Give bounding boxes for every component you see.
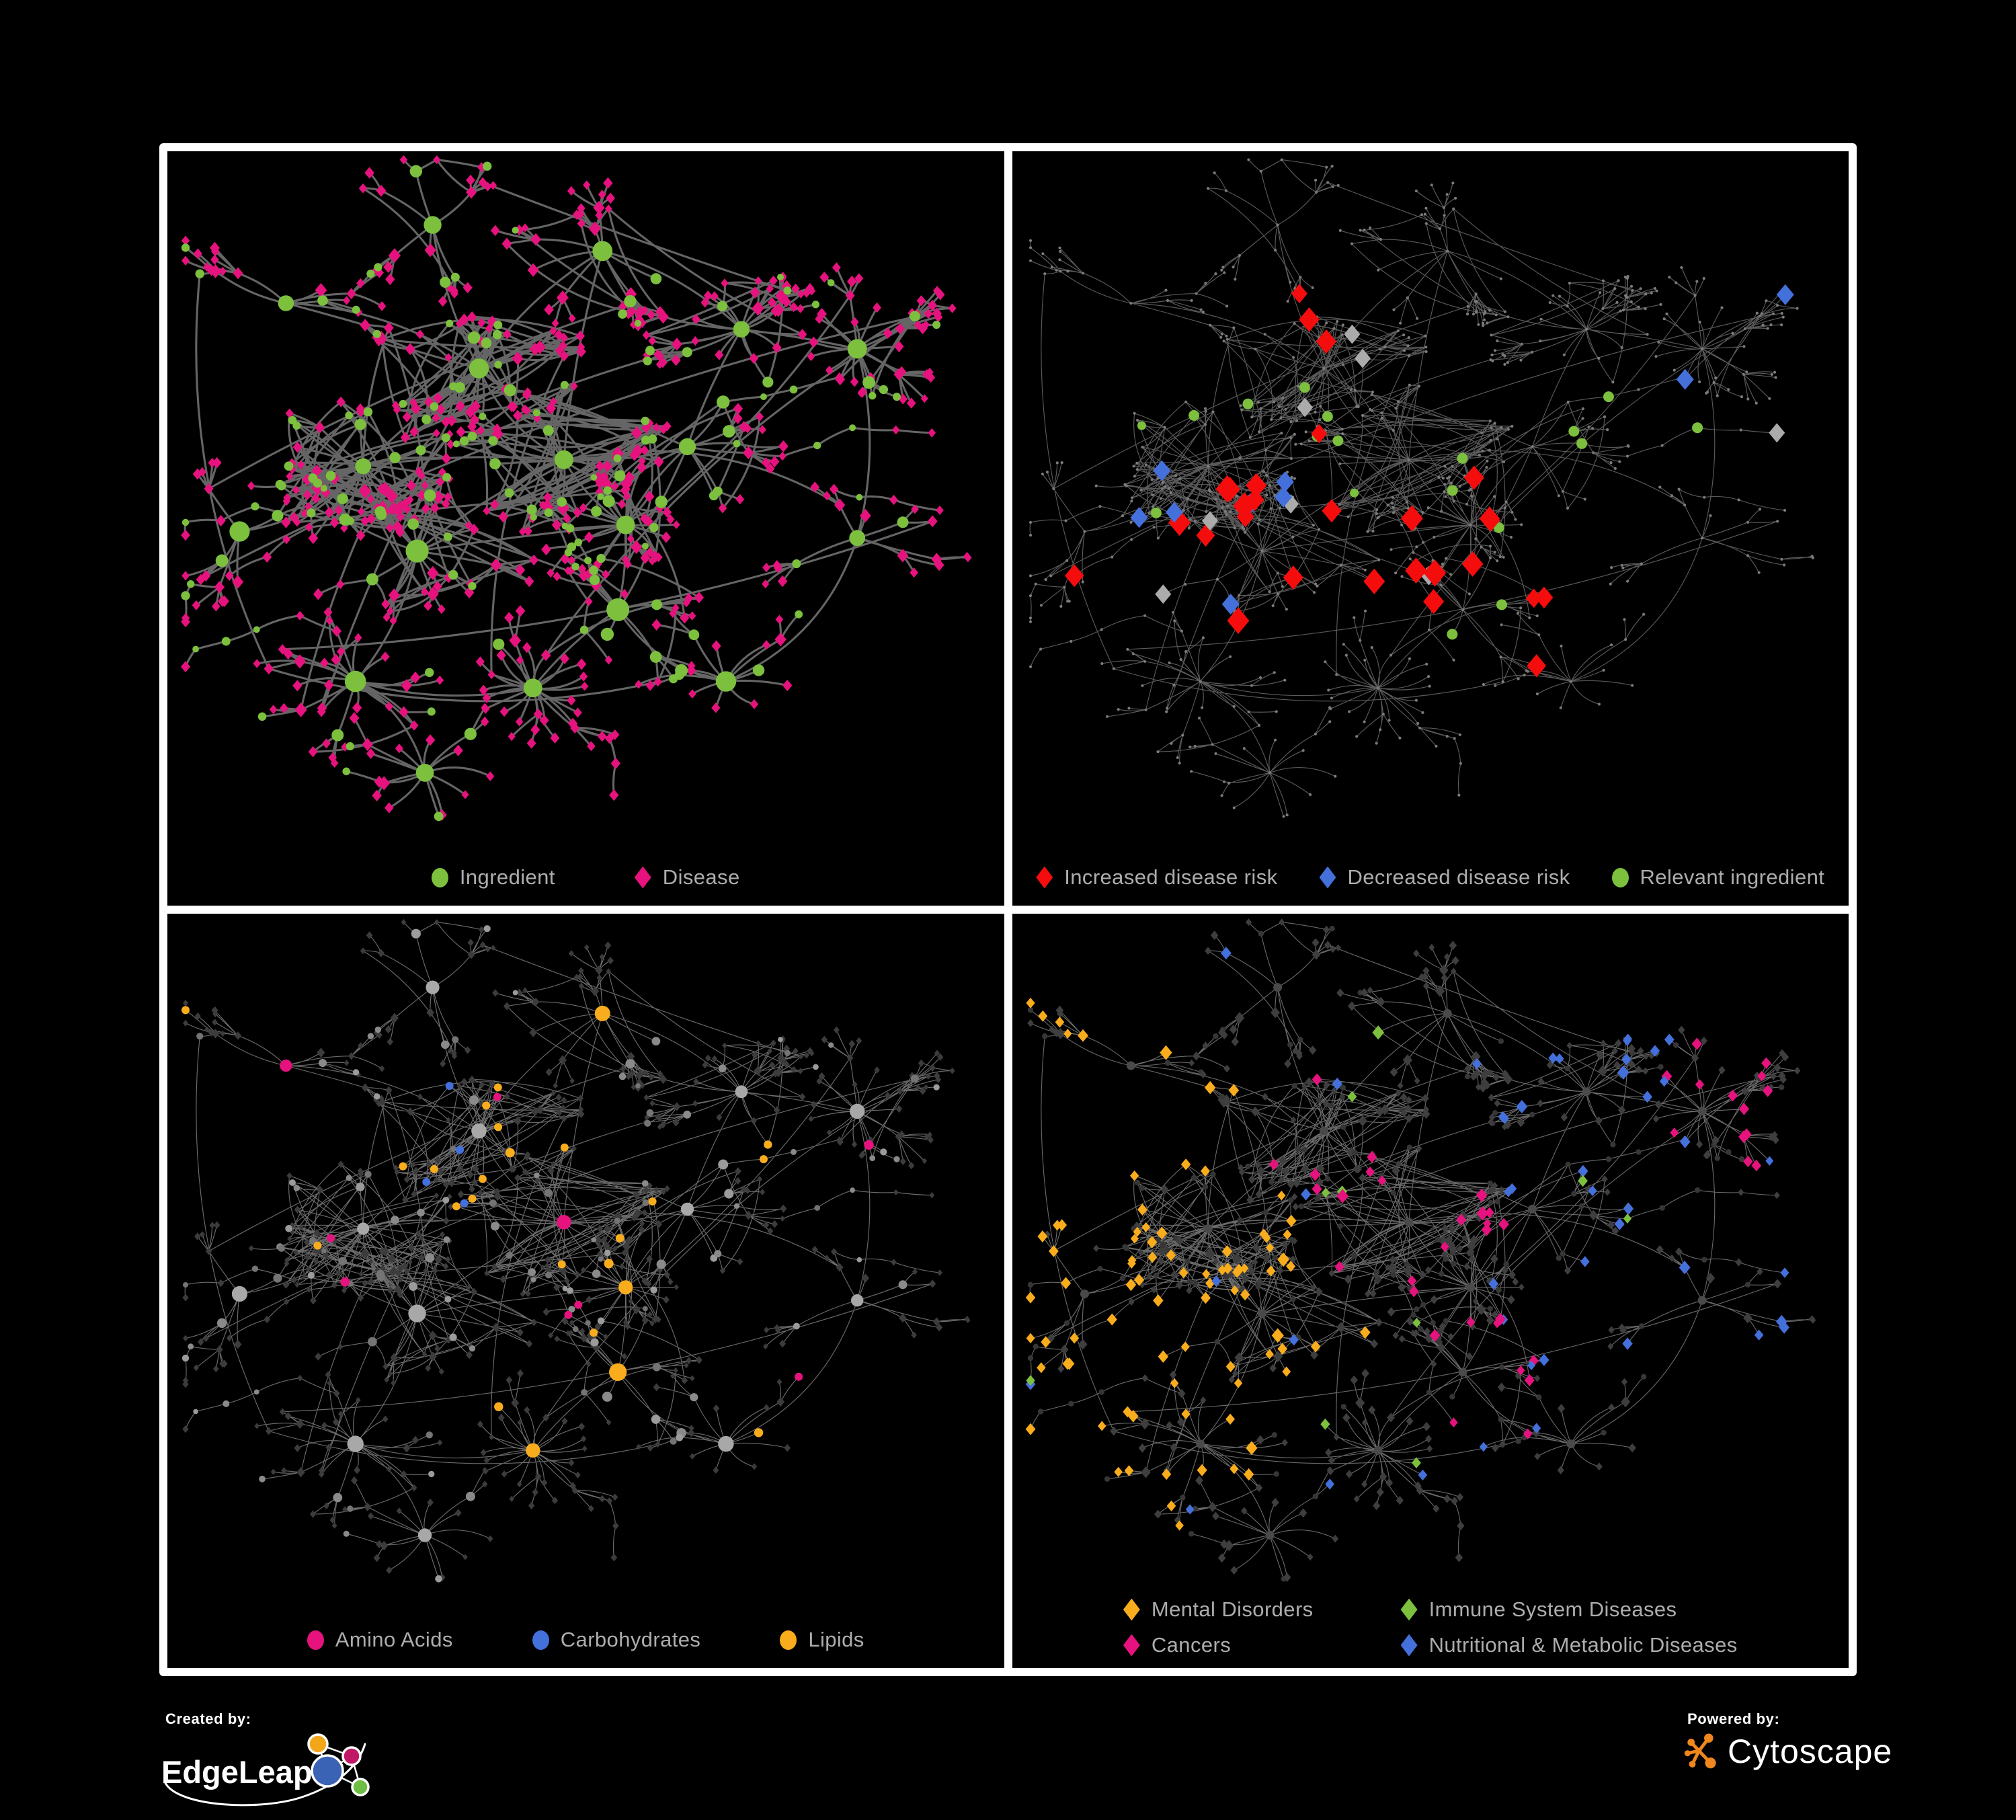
legend-item-amino-acids: Amino Acids xyxy=(307,1628,453,1652)
legend-item-mental-disorders: Mental Disorders xyxy=(1123,1597,1314,1622)
edgeleap-node-blue xyxy=(311,1754,344,1788)
panel-ingredient-disease: Ingredient Disease xyxy=(167,151,1004,906)
powered-by-label: Powered by: xyxy=(1687,1710,1780,1727)
legend-label: Lipids xyxy=(808,1628,864,1651)
legend-marker-circle xyxy=(307,1630,324,1650)
legend-marker-circle xyxy=(780,1630,797,1650)
legend-ingredient-disease: Ingredient Disease xyxy=(167,865,1004,889)
legend-item-immune-system-diseases: Immune System Diseases xyxy=(1400,1597,1738,1622)
legend-label: Disease xyxy=(662,865,740,889)
legend-marker-diamond xyxy=(1400,1598,1418,1621)
edgeleap-node-green xyxy=(351,1778,370,1796)
legend-marker-diamond xyxy=(634,866,651,889)
edgeleap-credit: Created by: EdgeLeap xyxy=(161,1710,390,1817)
legend-label: Increased disease risk xyxy=(1064,865,1278,889)
network-nutrient-classes xyxy=(182,918,971,1583)
legend-marker-diamond xyxy=(1123,1598,1140,1621)
cytoscape-wordmark: Cytoscape xyxy=(1728,1733,1893,1770)
legend-marker-diamond xyxy=(1123,1634,1140,1657)
legend-item-decreased-disease-risk: Decreased disease risk xyxy=(1319,865,1570,889)
legend-disease-risk: Increased disease risk Decreased disease … xyxy=(1012,865,1849,889)
legend-marker-circle xyxy=(1611,867,1629,887)
edgeleap-wordmark: EdgeLeap xyxy=(161,1754,313,1790)
legend-item-relevant-ingredient: Relevant ingredient xyxy=(1611,865,1825,889)
legend-label: Decreased disease risk xyxy=(1347,865,1570,889)
legend-marker-diamond xyxy=(1400,1634,1418,1657)
legend-marker-circle xyxy=(431,867,448,887)
legend-marker-diamond xyxy=(1036,866,1053,889)
legend-item-cancers: Cancers xyxy=(1123,1633,1314,1657)
legend-nutrient-classes: Amino Acids Carbohydrates Lipids xyxy=(167,1628,1004,1652)
legend-marker-diamond xyxy=(1319,866,1336,889)
legend-item-nutritional-metabolic-diseases: Nutritional & Metabolic Diseases xyxy=(1400,1633,1738,1657)
edgeleap-logo: EdgeLeap xyxy=(161,1733,370,1807)
legend-label: Amino Acids xyxy=(335,1628,453,1651)
network-grid: Ingredient Disease Increased disease risk… xyxy=(159,143,1857,1676)
legend-label: Carbohydrates xyxy=(560,1628,701,1651)
legend-label: Relevant ingredient xyxy=(1640,865,1825,889)
legend-label: Ingredient xyxy=(459,865,555,889)
legend-item-carbohydrates: Carbohydrates xyxy=(532,1628,701,1652)
legend-label: Nutritional & Metabolic Diseases xyxy=(1428,1633,1738,1657)
legend-label: Immune System Diseases xyxy=(1428,1597,1677,1621)
cytoscape-credit: Powered by: Cytoscape xyxy=(1683,1710,1892,1771)
legend-disease-classes: Mental Disorders Immune System Diseases Ca… xyxy=(1012,1597,1849,1657)
legend-item-ingredient: Ingredient xyxy=(431,865,555,889)
legend-label: Cancers xyxy=(1151,1633,1232,1657)
edgeleap-node-magenta xyxy=(341,1746,362,1766)
legend-item-lipids: Lipids xyxy=(780,1628,864,1652)
created-by-label: Created by: xyxy=(165,1710,251,1727)
network-ingredient-disease xyxy=(181,155,972,822)
panel-disease-risk: Increased disease risk Decreased disease … xyxy=(1012,151,1849,906)
network-disease-classes xyxy=(1025,918,1816,1582)
legend-marker-circle xyxy=(532,1630,549,1650)
edgeleap-node-orange xyxy=(307,1733,329,1755)
legend-item-increased-disease-risk: Increased disease risk xyxy=(1036,865,1277,889)
legend-item-disease: Disease xyxy=(634,865,740,889)
panel-nutrient-classes: Amino Acids Carbohydrates Lipids xyxy=(167,914,1004,1668)
network-disease-risk xyxy=(1029,158,1814,818)
panel-disease-classes: Mental Disorders Immune System Diseases Ca… xyxy=(1012,914,1849,1668)
legend-label: Mental Disorders xyxy=(1151,1597,1314,1621)
cytoscape-icon xyxy=(1684,1733,1716,1769)
